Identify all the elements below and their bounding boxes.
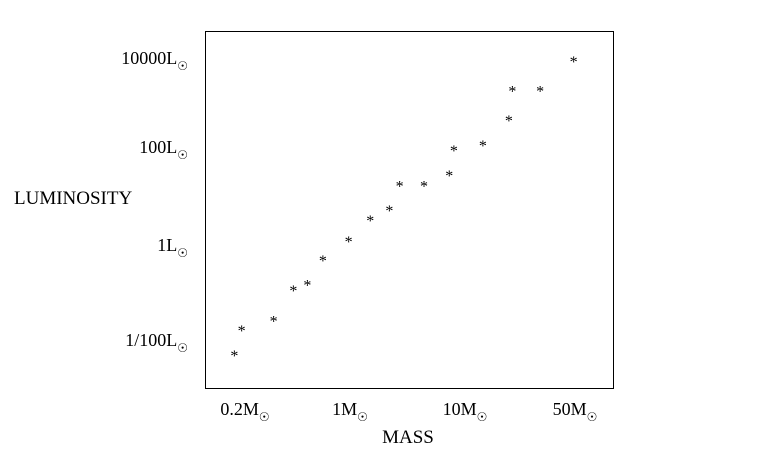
x-tick-label: 1M☉ xyxy=(332,399,368,423)
tick-text: 1L xyxy=(157,235,178,255)
tick-text: 10M xyxy=(442,399,477,419)
tick-text: 0.2M xyxy=(220,399,259,419)
data-point: * xyxy=(450,143,458,160)
sun-symbol-icon: ☉ xyxy=(357,410,368,424)
tick-text: 50M xyxy=(552,399,587,419)
sun-symbol-icon: ☉ xyxy=(177,148,188,162)
data-point: * xyxy=(479,138,487,155)
sun-symbol-icon: ☉ xyxy=(177,59,188,73)
data-point: * xyxy=(238,323,246,340)
data-point: * xyxy=(366,213,374,230)
y-tick-label: 10000L☉ xyxy=(121,48,188,72)
data-point: * xyxy=(230,348,238,365)
data-point: * xyxy=(270,313,278,330)
sun-symbol-icon: ☉ xyxy=(177,246,188,260)
x-axis-label: MASS xyxy=(382,427,434,448)
sun-symbol-icon: ☉ xyxy=(476,410,488,424)
data-point: * xyxy=(385,203,393,220)
tick-text: 10000L xyxy=(121,48,178,68)
sun-symbol-icon: ☉ xyxy=(258,410,270,424)
y-tick-label: 100L☉ xyxy=(139,137,188,161)
data-point: * xyxy=(420,178,428,195)
tick-text: 100L xyxy=(139,137,178,157)
data-point: * xyxy=(505,113,513,130)
data-point: * xyxy=(396,178,404,195)
data-point: * xyxy=(536,83,544,100)
x-tick-label: 0.2M☉ xyxy=(220,399,269,423)
data-point: * xyxy=(303,278,311,295)
y-tick-label: 1L☉ xyxy=(157,235,188,259)
data-point: * xyxy=(445,168,453,185)
plot-area xyxy=(205,31,614,389)
data-point: * xyxy=(570,54,578,71)
data-point: * xyxy=(345,234,353,251)
sun-symbol-icon: ☉ xyxy=(586,410,598,424)
x-tick-label: 10M☉ xyxy=(442,399,488,423)
data-point: * xyxy=(508,83,516,100)
data-point: * xyxy=(289,283,297,300)
sun-symbol-icon: ☉ xyxy=(177,341,188,355)
x-tick-label: 50M☉ xyxy=(552,399,598,423)
tick-text: 1/100L xyxy=(125,330,178,350)
tick-text: 1M xyxy=(332,399,358,419)
y-axis-label: LUMINOSITY xyxy=(14,188,133,209)
data-point: * xyxy=(319,253,327,270)
y-tick-label: 1/100L☉ xyxy=(125,330,188,354)
